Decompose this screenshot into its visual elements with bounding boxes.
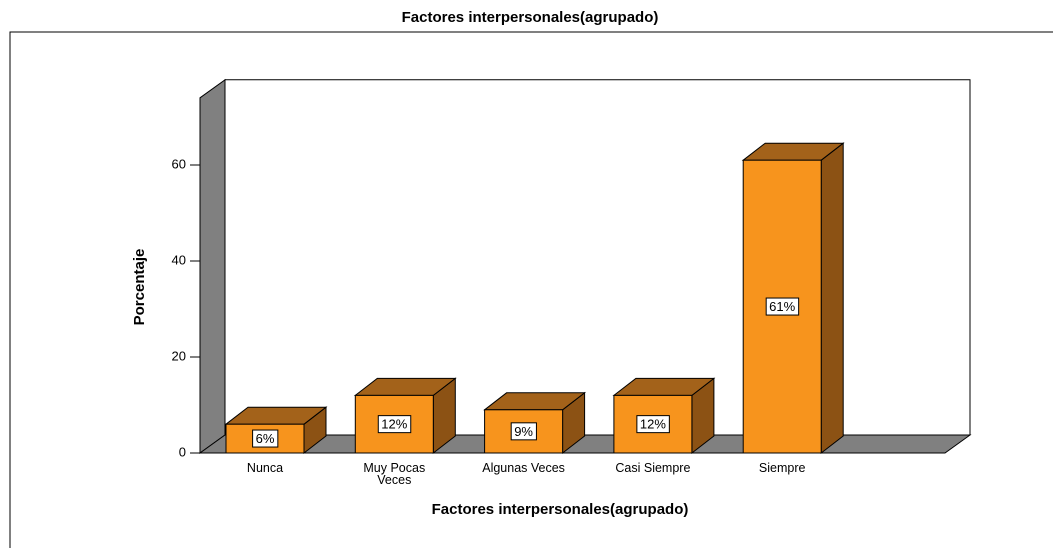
value-label-box — [252, 429, 279, 448]
x-tick-label: Nunca — [246, 461, 284, 475]
y-tick-label: 40 — [172, 252, 186, 267]
value-label-box — [765, 297, 800, 316]
x-tick-label: Algunas Veces — [482, 461, 565, 475]
y-axis-title: Porcentaje — [131, 249, 148, 326]
value-label-box — [377, 415, 412, 434]
chart-title: Factores interpersonales(agrupado) — [402, 9, 659, 26]
y-tick-label: 60 — [172, 156, 186, 171]
frame — [9, 31, 1053, 548]
bar-side — [820, 142, 844, 455]
x-axis-title: Factores interpersonales(agrupado) — [432, 501, 689, 518]
value-label-box — [510, 422, 537, 441]
value-label-box — [636, 415, 670, 434]
x-tick-label: Casi Siempre — [615, 461, 691, 475]
y-tick-label: 0 — [179, 444, 186, 459]
value-label: 61% — [769, 299, 795, 314]
back-wall — [224, 79, 971, 436]
value-label: 9% — [514, 424, 533, 439]
value-label: 6% — [256, 431, 275, 446]
y-tick-label: 20 — [172, 348, 186, 363]
left-wall — [199, 78, 226, 454]
x-tick-label: Muy Pocas Veces — [363, 461, 426, 487]
value-label: 12% — [381, 417, 407, 432]
value-label: 12% — [640, 417, 666, 432]
x-tick-label: Siempre — [758, 461, 806, 475]
bar — [484, 409, 564, 454]
